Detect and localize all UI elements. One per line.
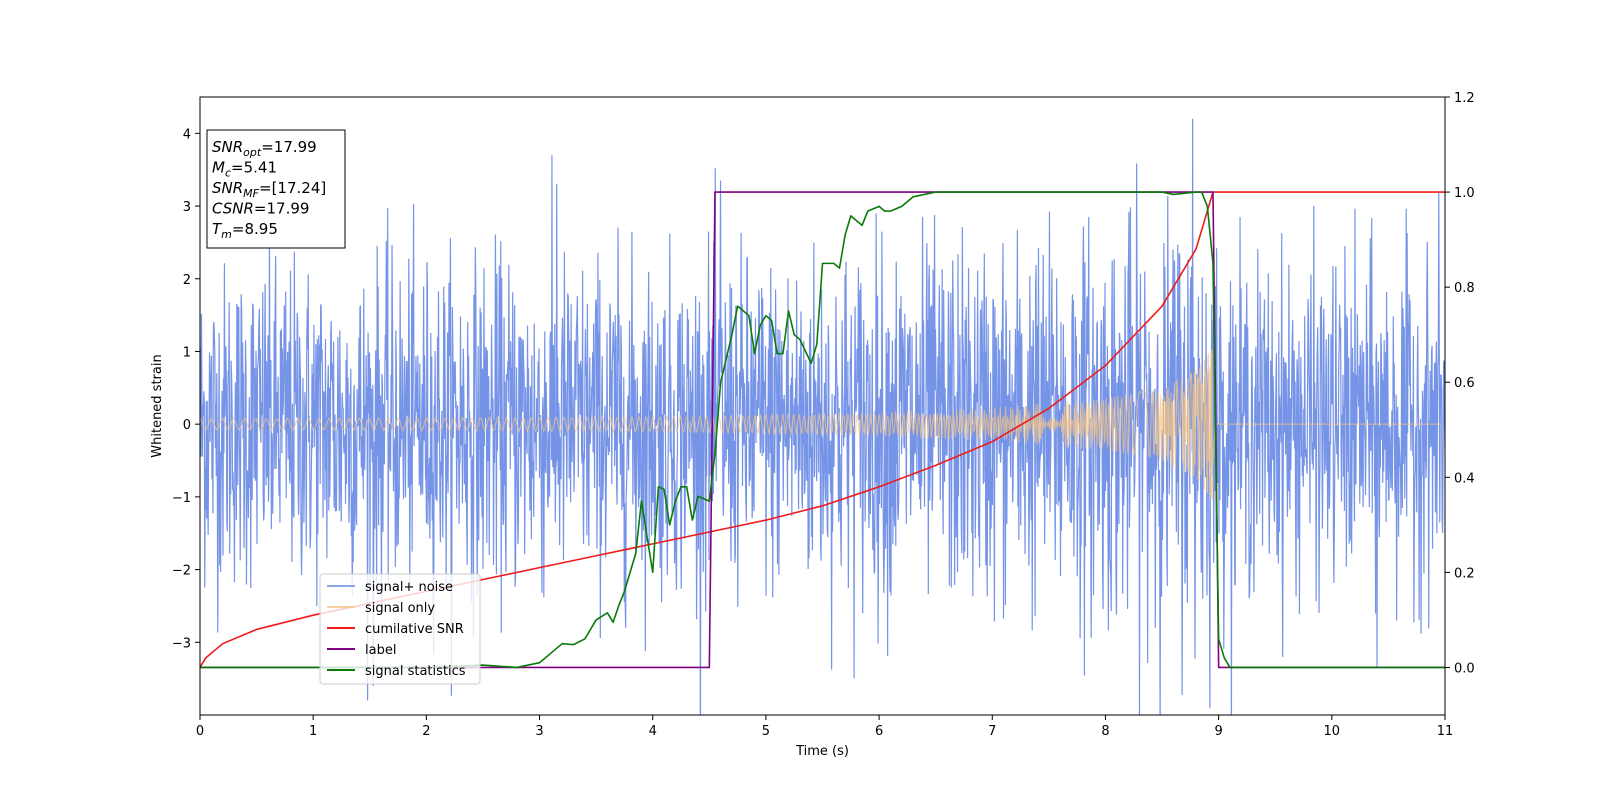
x-tick-label: 4 <box>649 724 657 739</box>
y2-tick-label: 1.0 <box>1454 186 1475 201</box>
y2-tick-label: 1.2 <box>1454 91 1475 106</box>
legend-label: signal+ noise <box>365 580 453 595</box>
info-line-subscript: opt <box>243 146 262 159</box>
axes-frame <box>199 96 1446 716</box>
info-line-value: =17.99 <box>254 200 310 218</box>
info-line-symbol: SNR <box>212 179 243 197</box>
x-tick-label: 3 <box>535 724 543 739</box>
info-line-subscript: c <box>225 167 231 180</box>
x-axis: 0 1 2 3 4 5 6 7 8 9 10 11 <box>196 715 1453 739</box>
info-line-symbol: M <box>212 159 225 177</box>
legend-label: signal statistics <box>365 664 466 679</box>
y-tick-label: 3 <box>183 200 191 215</box>
y-tick-label: 4 <box>183 127 191 142</box>
series-signal-statistics-line <box>200 191 1445 669</box>
x-tick-label: 6 <box>875 724 883 739</box>
y-axis-label: Whitened strain <box>150 354 165 457</box>
info-line-value: =5.41 <box>231 159 277 177</box>
y2-tick-label: 0.6 <box>1454 376 1475 391</box>
x-tick-label: 11 <box>1437 724 1454 739</box>
y-tick-label: 0 <box>183 418 191 433</box>
legend-label: signal only <box>365 601 435 616</box>
series-cumilative-snr-line <box>200 191 1445 668</box>
x-tick-label: 5 <box>762 724 770 739</box>
x-tick-label: 10 <box>1324 724 1341 739</box>
legend-label: cumilative SNR <box>365 622 464 637</box>
y-axis-right: 1.2 1.0 0.8 0.6 0.4 0.2 0.0 <box>1445 91 1475 676</box>
y-tick-label: −3 <box>172 636 191 651</box>
series-signal-only-line <box>200 349 1441 500</box>
plot-area <box>200 118 1445 715</box>
info-line-value: =17.99 <box>261 138 317 156</box>
info-line-symbol: SNR <box>212 138 243 156</box>
y2-tick-label: 0.0 <box>1454 661 1475 676</box>
x-axis-label: Time (s) <box>795 744 849 759</box>
x-tick-label: 2 <box>422 724 430 739</box>
y-tick-label: −1 <box>172 491 191 506</box>
info-line-symbol: CSNR <box>212 200 254 218</box>
info-line-value: =[17.24] <box>259 179 326 197</box>
x-tick-label: 9 <box>1214 724 1222 739</box>
legend: signal+ noise signal only cumilative SNR la… <box>319 573 481 685</box>
info-line: Tm=8.95 <box>212 220 278 241</box>
x-tick-label: 1 <box>309 724 317 739</box>
y-axis-left: 4 3 2 1 0 −1 −2 −3 <box>172 127 200 651</box>
x-tick-label: 8 <box>1101 724 1109 739</box>
legend-frame <box>319 573 481 685</box>
y2-tick-label: 0.2 <box>1454 566 1475 581</box>
info-line-subscript: m <box>221 228 232 241</box>
x-tick-label: 0 <box>196 724 204 739</box>
y2-tick-label: 0.4 <box>1454 471 1475 486</box>
info-line: Mc=5.41 <box>212 159 277 180</box>
info-box-frame <box>206 129 346 249</box>
info-line-symbol: T <box>212 220 223 238</box>
y-tick-label: −2 <box>172 564 191 579</box>
y-tick-label: 2 <box>183 273 191 288</box>
info-line-value: =8.95 <box>232 220 278 238</box>
legend-label: label <box>365 643 396 658</box>
info-line: CSNR=17.99 <box>212 200 309 218</box>
series-signal-noise-line <box>200 118 1445 715</box>
info-box: SNRopt=17.99Mc=5.41SNRMF=[17.24]CSNR=17.… <box>206 129 346 249</box>
info-line: SNRMF=[17.24] <box>212 179 326 200</box>
x-tick-label: 7 <box>988 724 996 739</box>
y2-tick-label: 0.8 <box>1454 281 1475 296</box>
y-tick-label: 1 <box>183 345 191 360</box>
info-line-subscript: MF <box>243 187 259 200</box>
info-line: SNRopt=17.99 <box>212 138 317 159</box>
